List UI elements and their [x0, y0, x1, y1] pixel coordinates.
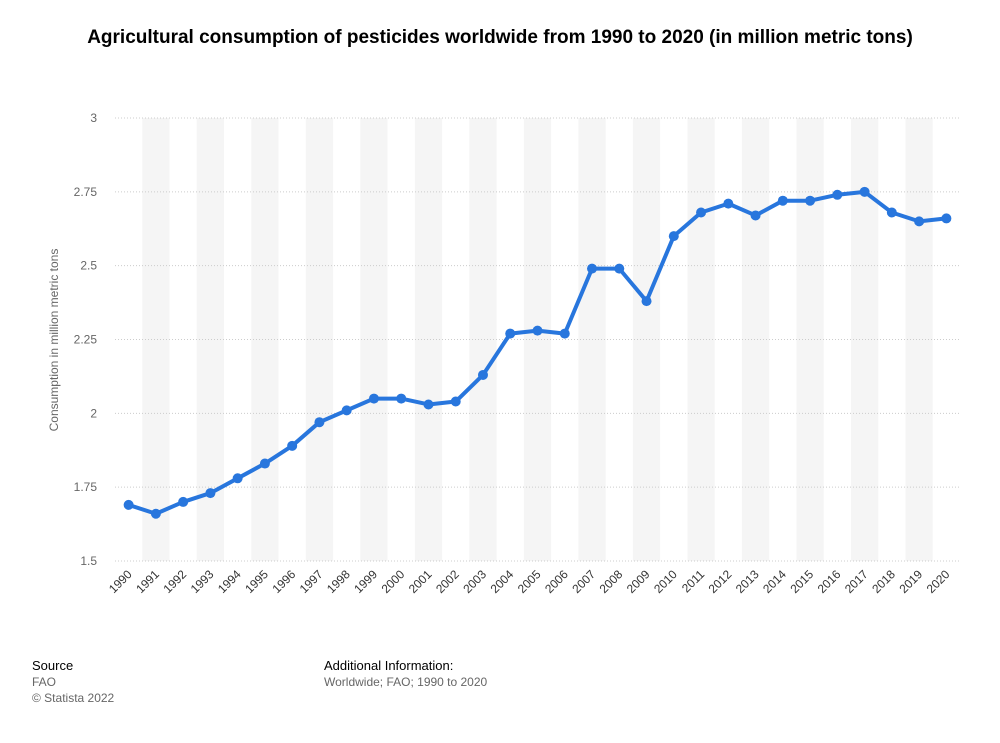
x-tick-label: 2002 [433, 567, 462, 596]
chart-title: Agricultural consumption of pesticides w… [87, 27, 913, 48]
x-tick-label: 2000 [379, 567, 408, 596]
data-point[interactable] [178, 496, 189, 507]
x-tick-label: 2013 [733, 567, 762, 596]
x-tick-label: 2010 [651, 567, 680, 596]
x-tick-label: 2012 [706, 567, 735, 596]
x-tick-label: 2008 [597, 567, 626, 596]
x-tick-label: 2018 [869, 567, 898, 596]
source-block: Source FAO © Statista 2022 [32, 658, 114, 706]
x-tick-label: 2005 [515, 567, 544, 596]
data-point[interactable] [750, 210, 761, 221]
data-point[interactable] [859, 186, 870, 197]
x-tick-label: 2001 [406, 567, 435, 596]
series-layer [123, 186, 952, 519]
additional-info-block: Additional Information: Worldwide; FAO; … [324, 658, 487, 690]
y-tick-label: 2.25 [74, 333, 98, 347]
x-tick-label: 2011 [679, 567, 707, 595]
column-band [469, 118, 497, 561]
x-tick-label: 2009 [624, 567, 653, 596]
data-point[interactable] [314, 417, 325, 428]
copyright[interactable]: © Statista 2022 [32, 691, 115, 705]
data-point[interactable] [505, 328, 516, 339]
column-band [523, 118, 552, 561]
column-band [414, 118, 443, 561]
x-tick-label: 1995 [242, 567, 271, 596]
x-tick-label: 1990 [106, 567, 135, 596]
data-point[interactable] [723, 198, 734, 209]
additional-info-text: Worldwide; FAO; 1990 to 2020 [324, 675, 488, 689]
data-point[interactable] [150, 508, 161, 519]
x-axis-ticks: 1990199119921993199419951996199719981999… [106, 567, 953, 596]
data-point[interactable] [477, 369, 488, 380]
y-tick-label: 1.75 [74, 480, 98, 494]
source-heading: Source [32, 658, 74, 673]
data-point[interactable] [368, 393, 379, 404]
data-point[interactable] [232, 473, 243, 484]
column-band [142, 118, 170, 561]
y-tick-label: 1.5 [80, 554, 97, 568]
y-tick-label: 2 [90, 406, 97, 420]
x-tick-label: 2015 [787, 567, 816, 596]
data-point[interactable] [450, 396, 461, 407]
data-point[interactable] [123, 499, 134, 510]
x-tick-label: 2014 [760, 567, 789, 596]
additional-info-heading: Additional Information: [324, 658, 454, 673]
y-tick-label: 2.75 [74, 185, 98, 199]
x-tick-label: 1996 [270, 567, 299, 596]
x-tick-label: 1994 [215, 567, 244, 596]
data-point[interactable] [668, 231, 679, 242]
x-tick-label: 1999 [351, 567, 380, 596]
data-point[interactable] [587, 263, 598, 274]
data-point[interactable] [886, 207, 897, 218]
y-tick-label: 3 [90, 111, 97, 125]
data-point[interactable] [532, 325, 543, 336]
source-name[interactable]: FAO [32, 675, 57, 689]
data-point[interactable] [423, 399, 434, 410]
x-tick-label: 2006 [542, 567, 571, 596]
y-tick-label: 2.5 [80, 259, 97, 273]
data-point[interactable] [205, 488, 216, 499]
column-band [741, 118, 770, 561]
data-point[interactable] [696, 207, 707, 218]
x-tick-label: 2016 [815, 567, 844, 596]
x-tick-label: 2020 [924, 567, 953, 596]
x-tick-label: 2019 [896, 567, 925, 596]
data-point[interactable] [941, 213, 952, 224]
data-point[interactable] [341, 405, 352, 416]
y-axis-ticks: 3 2.75 2.5 2.25 2 1.75 1.5 [74, 111, 98, 568]
data-point[interactable] [914, 216, 925, 227]
x-tick-label: 1991 [133, 567, 162, 596]
y-axis-label: Consumption in million metric tons [47, 249, 61, 432]
x-tick-label: 2004 [488, 567, 517, 596]
x-tick-label: 1992 [160, 567, 189, 596]
data-point[interactable] [259, 458, 270, 469]
x-tick-label: 2017 [842, 567, 871, 596]
x-tick-label: 2007 [569, 567, 598, 596]
x-tick-label: 1998 [324, 567, 353, 596]
x-tick-label: 2003 [460, 567, 489, 596]
data-point[interactable] [559, 328, 570, 339]
column-band [796, 118, 824, 561]
data-point[interactable] [641, 296, 652, 307]
data-point[interactable] [396, 393, 407, 404]
data-point[interactable] [832, 189, 843, 200]
data-point[interactable] [287, 440, 298, 451]
x-tick-label: 1997 [297, 567, 326, 596]
x-tick-label: 1993 [188, 567, 217, 596]
data-point[interactable] [614, 263, 625, 274]
data-point[interactable] [777, 195, 788, 206]
data-point[interactable] [805, 195, 816, 206]
